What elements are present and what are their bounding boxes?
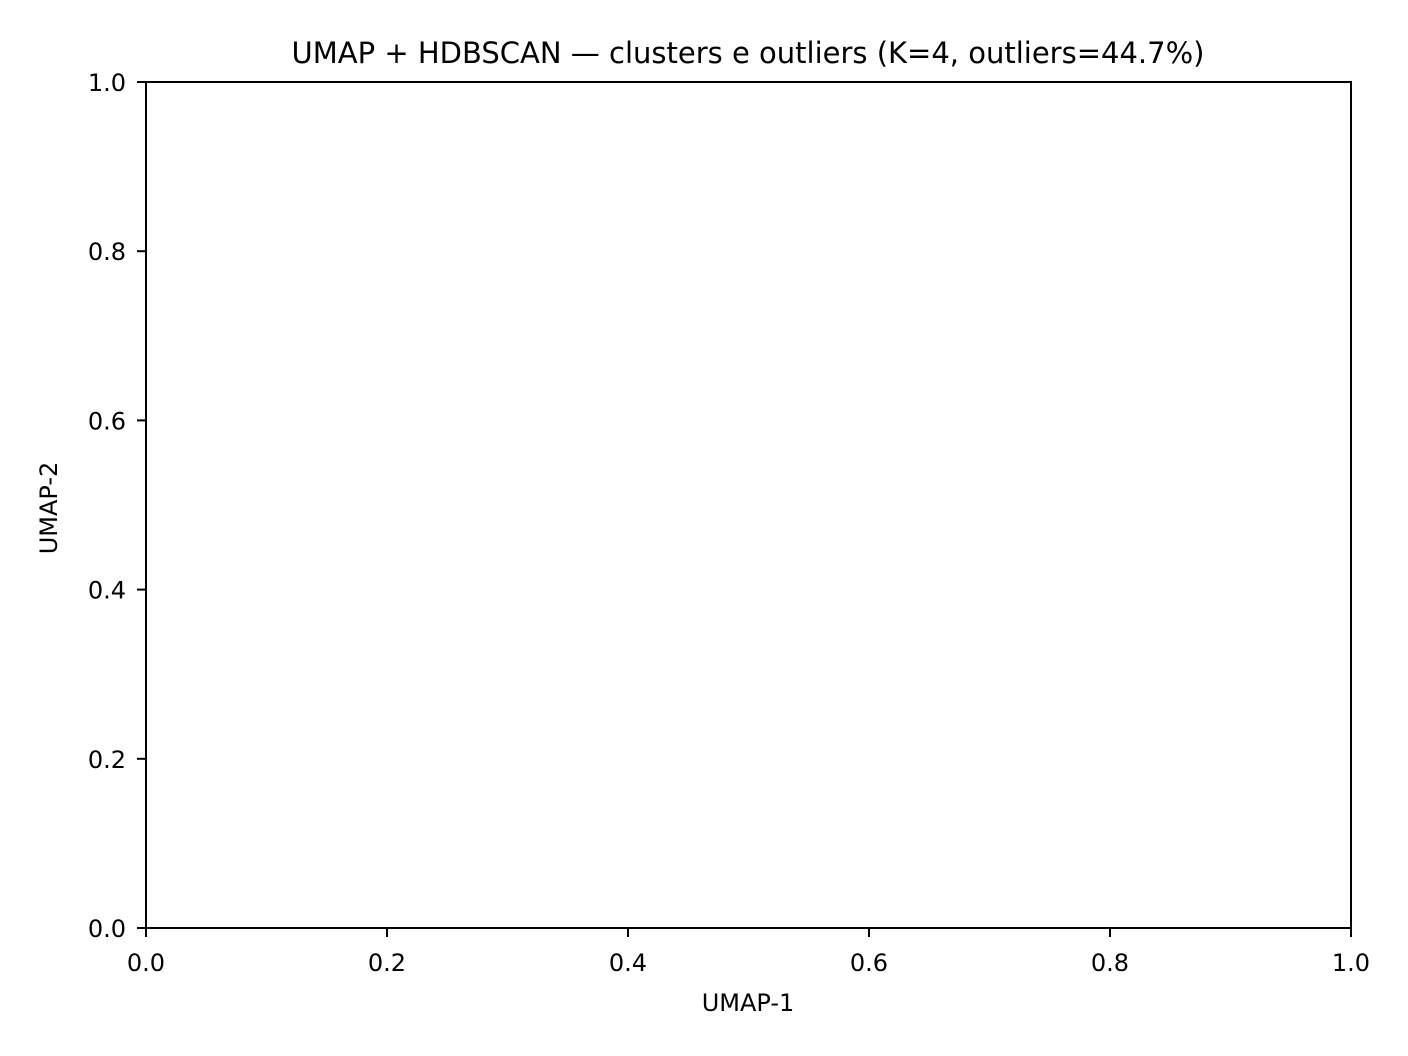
x-tick-label: 0.8 [1091, 949, 1129, 977]
x-tick-label: 0.4 [609, 949, 647, 977]
x-tick-label: 1.0 [1332, 949, 1370, 977]
x-tick-label: 0.0 [127, 949, 165, 977]
y-tick-label: 0.2 [88, 746, 126, 774]
x-axis-label: UMAP-1 [702, 989, 795, 1017]
y-tick-label: 0.0 [88, 915, 126, 943]
y-tick-label: 1.0 [88, 69, 126, 97]
x-tick-label: 0.2 [368, 949, 406, 977]
plot-area [145, 81, 1352, 929]
y-tick-label: 0.8 [88, 238, 126, 266]
chart-title: UMAP + HDBSCAN — clusters e outliers (K=… [292, 36, 1205, 70]
y-axis-label: UMAP-2 [35, 462, 63, 555]
x-tick-label: 0.6 [850, 949, 888, 977]
plot-background [146, 82, 1351, 928]
y-tick-label: 0.6 [88, 407, 126, 435]
y-axis: 0.0 0.2 0.4 0.6 0.8 1.0 [88, 69, 146, 943]
x-axis: 0.0 0.2 0.4 0.6 0.8 1.0 [127, 928, 1370, 977]
y-tick-label: 0.4 [88, 577, 126, 605]
plot-frame [145, 81, 1352, 929]
